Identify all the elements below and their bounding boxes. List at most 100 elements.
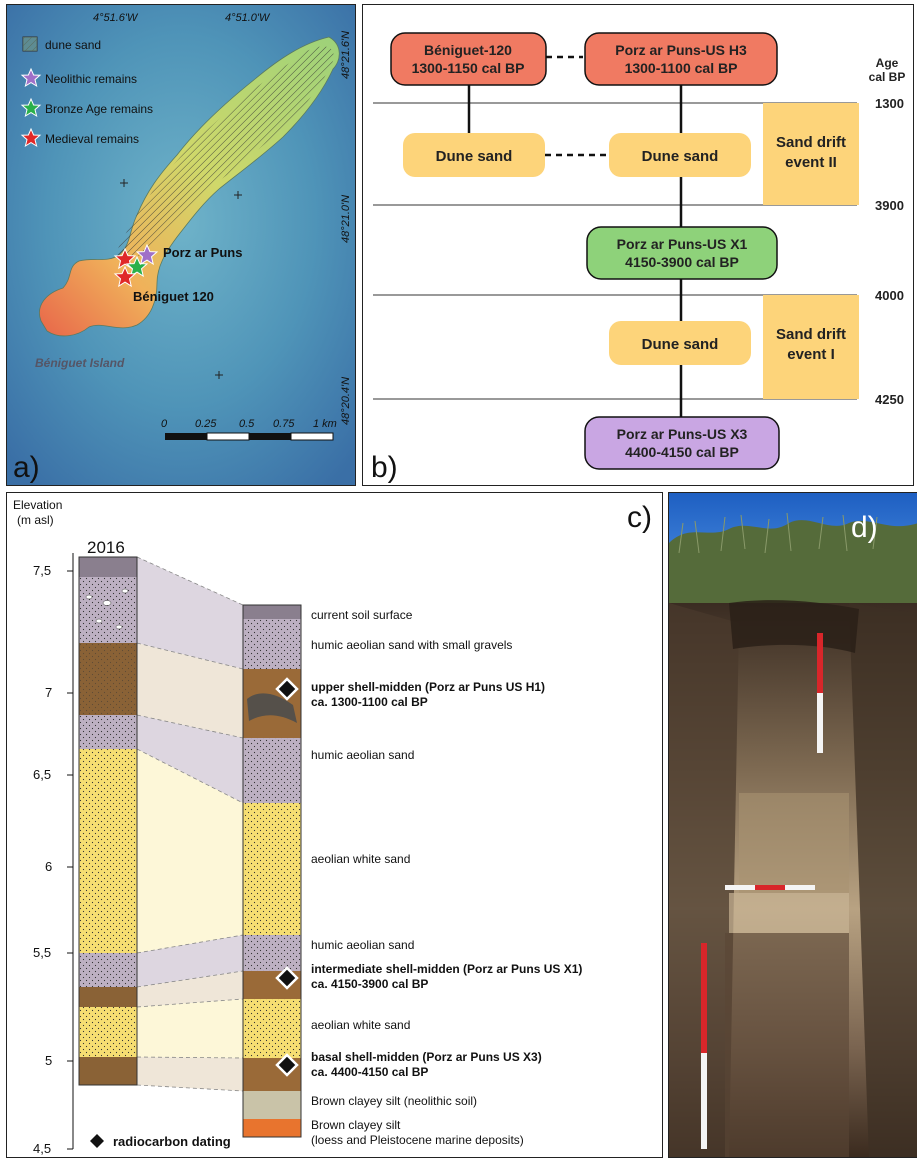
chronology-panel: Sand drift event II Sand drift event I B… (362, 4, 914, 486)
photo-panel: d) (668, 492, 917, 1158)
layer-6-line2: ca. 4150-3900 cal BP (311, 977, 428, 991)
map-legend: dune sand Neolithic remains Bronze Age r… (20, 36, 153, 148)
panel-letter-d: d) (851, 511, 878, 544)
event-ii-line1: Sand drift (776, 134, 846, 151)
legend-dune-sand: dune sand (45, 38, 101, 52)
site-star-beniguet (113, 265, 137, 288)
y-ticks (67, 570, 73, 1150)
coord-right-1: 48°21.6'N (340, 31, 352, 79)
chronology-svg: Sand drift event II Sand drift event I B… (371, 32, 906, 484)
grid-crosses (120, 179, 242, 379)
layer-10-line2: (loess and Pleistocene marine deposits) (311, 1133, 524, 1147)
site-label-beniguet: Béniguet 120 (133, 289, 214, 304)
age-tick-4250: 4250 (875, 392, 904, 407)
box-dune-left-label: Dune sand (436, 148, 513, 165)
box-x1-title: Porz ar Puns-US X1 (617, 236, 748, 252)
panel-letter-c: c) (627, 501, 652, 534)
box-x1 (586, 226, 778, 280)
site-star-medieval (113, 247, 137, 270)
map-svg: 4°51.6'W 4°51.0'W 48°21.6'N 48°21.0'N 48… (7, 5, 355, 485)
coord-top-2: 4°51.0'W (225, 12, 271, 24)
scale-tick-0: 0 (161, 418, 168, 430)
scale-bar: 0 0.25 0.5 0.75 1 km (161, 418, 337, 441)
legend-medieval: Medieval remains (45, 132, 139, 146)
age-header-1: Age (876, 56, 899, 70)
age-tick-4000: 4000 (875, 288, 904, 303)
bronze-age-star-icon (20, 97, 42, 118)
layer-8-line2: ca. 4400-4150 cal BP (311, 1065, 428, 1079)
box-dune-left (403, 133, 545, 177)
scale-rod-horizontal (725, 885, 815, 890)
dune-sand-area (115, 46, 334, 259)
layer-0: current soil surface (311, 608, 413, 622)
event-i-line2: event I (787, 346, 835, 363)
radiocarbon-diamond-x3 (275, 1053, 299, 1077)
layer-descriptions: current soil surface humic aeolian sand … (311, 608, 582, 1147)
layer-8-line1: basal shell-midden (Porz ar Puns US X3) (311, 1050, 542, 1064)
layer-3: humic aeolian sand (311, 748, 414, 762)
legend-bronze-age: Bronze Age remains (45, 102, 153, 116)
y-tick-45: 4,5 (33, 1141, 51, 1156)
y-tick-65: 6,5 (33, 767, 51, 782)
box-x3-title: Porz ar Puns-US X3 (617, 426, 748, 442)
scale-tick-4: 1 km (313, 418, 337, 430)
radiocarbon-diamond-x1 (275, 966, 299, 990)
scale-rod-upper (817, 633, 823, 753)
panel-letter-b: b) (371, 451, 398, 484)
age-tick-1300: 1300 (875, 96, 904, 111)
box-h3-title: Porz ar Puns-US H3 (615, 42, 747, 58)
box-beniguet-title: Béniguet-120 (424, 42, 512, 58)
coord-right-3: 48°20.4'N (340, 377, 352, 425)
correlation-bands (136, 556, 244, 1092)
event-ii-bar (763, 103, 859, 205)
event-i-bar (763, 295, 859, 399)
stratigraphy-svg: Elevation (m asl) 7,5 7 6,5 6 5,5 5 4,5 … (13, 498, 652, 1156)
box-dune-low (609, 321, 751, 365)
y-tick-55: 5,5 (33, 945, 51, 960)
map-panel: 4°51.6'W 4°51.0'W 48°21.6'N 48°21.0'N 48… (6, 4, 356, 486)
box-x3 (584, 416, 780, 470)
scale-rod-lower (701, 943, 707, 1149)
layer-1: humic aeolian sand with small gravels (311, 638, 512, 652)
site-star-neolithic (135, 243, 159, 266)
age-tick-3900: 3900 (875, 198, 904, 213)
box-dune-mid (609, 133, 751, 177)
neolithic-star-icon (20, 67, 42, 88)
column-2016-log (78, 556, 138, 1086)
site-star-bronze (125, 255, 149, 278)
y-tick-5: 5 (45, 1053, 52, 1068)
box-beniguet (390, 32, 547, 86)
box-h3-date: 1300-1100 cal BP (625, 60, 738, 76)
y-tick-7: 7 (45, 685, 52, 700)
scale-tick-1: 0.25 (195, 418, 217, 430)
scale-tick-2: 0.5 (239, 418, 255, 430)
box-h3 (584, 32, 778, 86)
age-header-2: cal BP (869, 70, 906, 84)
box-dune-mid-label: Dune sand (642, 148, 719, 165)
layer-10-line1: Brown clayey silt (311, 1118, 401, 1132)
legend-neolithic: Neolithic remains (45, 72, 137, 86)
medieval-star-icon (20, 127, 42, 148)
column-2014-log (242, 604, 302, 1138)
layer-9: Brown clayey silt (neolithic soil) (311, 1094, 477, 1108)
layer-2-line2: ca. 1300-1100 cal BP (311, 695, 428, 709)
layer-7: aeolian white sand (311, 1018, 410, 1032)
coord-top-1: 4°51.6'W (93, 12, 139, 24)
stratigraphy-panel: Elevation (m asl) 7,5 7 6,5 6 5,5 5 4,5 … (6, 492, 663, 1158)
box-x3-date: 4400-4150 cal BP (625, 444, 739, 460)
layer-5: humic aeolian sand (311, 938, 414, 952)
island-label: Béniguet Island (35, 356, 125, 370)
box-dune-low-label: Dune sand (642, 336, 719, 353)
elevation-label-1: Elevation (13, 498, 62, 512)
elevation-label-2: (m asl) (17, 513, 54, 527)
layer-4: aeolian white sand (311, 852, 410, 866)
coord-right-2: 48°21.0'N (340, 195, 352, 243)
layer-2-line1: upper shell-midden (Porz ar Puns US H1) (311, 680, 545, 694)
scale-tick-3: 0.75 (273, 418, 295, 430)
event-i-line1: Sand drift (776, 326, 846, 343)
radiocarbon-legend-icon (90, 1134, 104, 1148)
panel-letter-a: a) (13, 451, 40, 484)
box-x1-date: 4150-3900 cal BP (625, 254, 739, 270)
y-tick-6: 6 (45, 859, 52, 874)
event-ii-line2: event II (785, 154, 837, 171)
